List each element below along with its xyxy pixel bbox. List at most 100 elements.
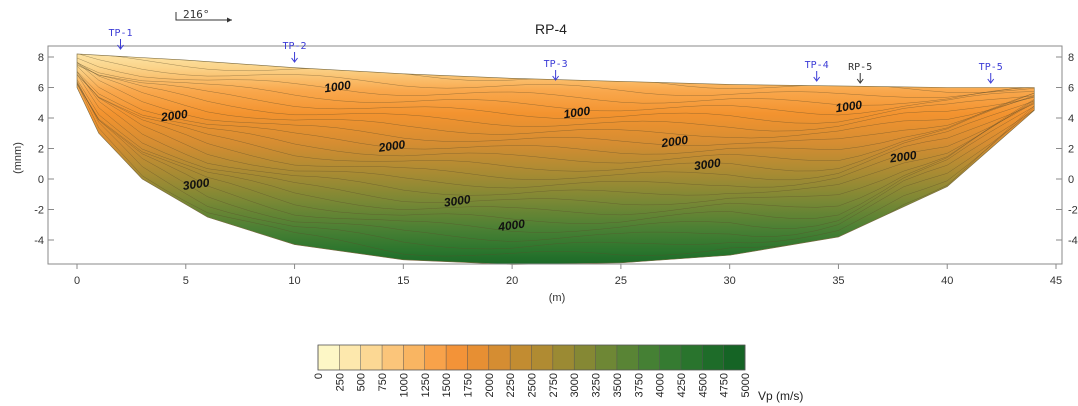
colorbar-tick-label: 5000	[740, 373, 752, 397]
y-right-tick-label: -2	[1068, 205, 1078, 217]
x-tick-label: 15	[397, 275, 409, 287]
y-right-tick-label: -4	[1068, 235, 1078, 247]
contour-line	[77, 53, 1035, 98]
colorbar-swatch	[552, 345, 575, 370]
colorbar-swatch	[510, 345, 532, 370]
colorbar-tick-label: 4000	[655, 373, 667, 397]
contour-line	[77, 82, 1035, 242]
colorbar-tick-label: 4500	[697, 373, 709, 397]
y-right-tick-label: 6	[1068, 83, 1074, 95]
contour-label: 1000	[323, 78, 352, 96]
contour-line	[77, 62, 1035, 146]
bearing-arrowhead	[227, 17, 232, 23]
y-tick-label: 4	[38, 113, 44, 125]
colorbar-tick-label: 250	[334, 373, 346, 391]
section-outline	[76, 53, 1035, 265]
bearing-indicator: 216°	[175, 8, 232, 23]
colorbar-swatch	[531, 345, 554, 370]
marker-arrowhead	[117, 44, 124, 50]
colorbar-tick-label: 1000	[398, 373, 410, 397]
contour-label: 2000	[888, 148, 918, 166]
x-tick-label: 35	[832, 275, 844, 287]
colorbar-tick-label: 3000	[569, 373, 581, 397]
colorbar-swatch	[446, 345, 468, 370]
colorbar-swatch	[680, 345, 703, 370]
y-tick-label: 2	[38, 144, 44, 156]
contour-label: 2000	[159, 107, 189, 125]
colorbar-tick-label: 3750	[633, 373, 645, 397]
bearing-label: 216°	[183, 8, 210, 21]
colorbar-swatch	[595, 345, 618, 370]
contour-line	[77, 72, 1035, 189]
contour-line	[77, 79, 1035, 216]
marker-label: TP-4	[805, 60, 829, 71]
contour-line	[77, 74, 1035, 206]
colorbar-tick-label: 3500	[612, 373, 624, 397]
colorbar-swatch	[424, 345, 447, 370]
contour-label: 1000	[563, 104, 592, 122]
colorbar-tick-label: 2250	[505, 373, 517, 397]
colorbar-tick-label: 2000	[484, 373, 496, 397]
contour-label: 3000	[443, 192, 472, 210]
contour-label: 4000	[496, 217, 526, 235]
contour-line	[77, 84, 1035, 233]
contour-line	[77, 57, 1035, 106]
contour-line	[77, 62, 1035, 116]
marker-label: TP-2	[283, 41, 307, 52]
contour-lines	[77, 53, 1035, 257]
colorbar-swatch	[574, 345, 596, 370]
contour-line	[77, 74, 1035, 181]
colorbar-tick-label: 2500	[527, 373, 539, 397]
y-right-tick-label: 8	[1068, 52, 1074, 64]
colorbar-swatch	[659, 345, 682, 370]
colorbar-swatch	[488, 345, 511, 370]
x-tick-label: 10	[288, 275, 300, 287]
contour-line	[77, 71, 1035, 196]
contour-label: 2000	[377, 137, 407, 155]
colorbar-swatch	[339, 345, 361, 370]
colorbar-label: Vp (m/s)	[758, 389, 803, 403]
x-tick-label: 40	[941, 275, 953, 287]
chart-title: RP-4	[535, 21, 567, 37]
y-tick-label: 8	[38, 52, 44, 64]
colorbar-tick-label: 1500	[441, 373, 453, 397]
x-tick-label: 0	[74, 275, 80, 287]
colorbar-swatch	[616, 345, 639, 370]
contour-line	[77, 65, 1035, 155]
colorbar-swatch	[360, 345, 383, 370]
y-tick-label: -4	[34, 235, 44, 247]
marker-arrowhead	[856, 78, 864, 84]
colorbar-tick-label: 0	[313, 373, 325, 379]
x-axis-label: (m)	[549, 292, 566, 304]
colorbar-tick-label: 750	[377, 373, 389, 391]
colorbar-tick-label: 3250	[591, 373, 603, 397]
marker-arrowhead	[813, 76, 821, 82]
marker-label: RP-5	[848, 62, 872, 73]
y-axis-label: (mnm)	[12, 142, 24, 174]
marker-label: TP-5	[979, 62, 1003, 73]
colorbar-swatch	[467, 345, 490, 370]
y-tick-label: 6	[38, 83, 44, 95]
marker-label: TP-1	[108, 28, 132, 39]
colorbar-swatch	[723, 345, 746, 370]
colorbar-swatch	[702, 345, 724, 370]
marker-label: TP-3	[544, 59, 568, 70]
contour-line	[77, 71, 1035, 164]
x-tick-label: 30	[724, 275, 736, 287]
y-right-tick-label: 4	[1068, 113, 1074, 125]
contour-line	[77, 64, 1035, 124]
colorbar-tick-label: 4250	[676, 373, 688, 397]
y-right-tick-label: 2	[1068, 144, 1074, 156]
x-tick-label: 45	[1050, 275, 1062, 287]
contour-line	[77, 74, 1035, 172]
bearing-bracket	[175, 12, 232, 21]
colorbar-tick-label: 4750	[719, 373, 731, 397]
contour-label: 3000	[182, 175, 211, 193]
x-axis: 0 5 10 15 20 25 30 35 40 45	[48, 263, 1062, 287]
borehole-markers: TP-1 TP-2 TP-3 TP-4 RP-5 TP-5	[108, 28, 1003, 84]
contour-line	[77, 61, 1035, 139]
marker-arrowhead	[987, 78, 995, 84]
colorbar-tick-label: 500	[356, 373, 368, 391]
colorbar-swatch	[318, 345, 340, 370]
